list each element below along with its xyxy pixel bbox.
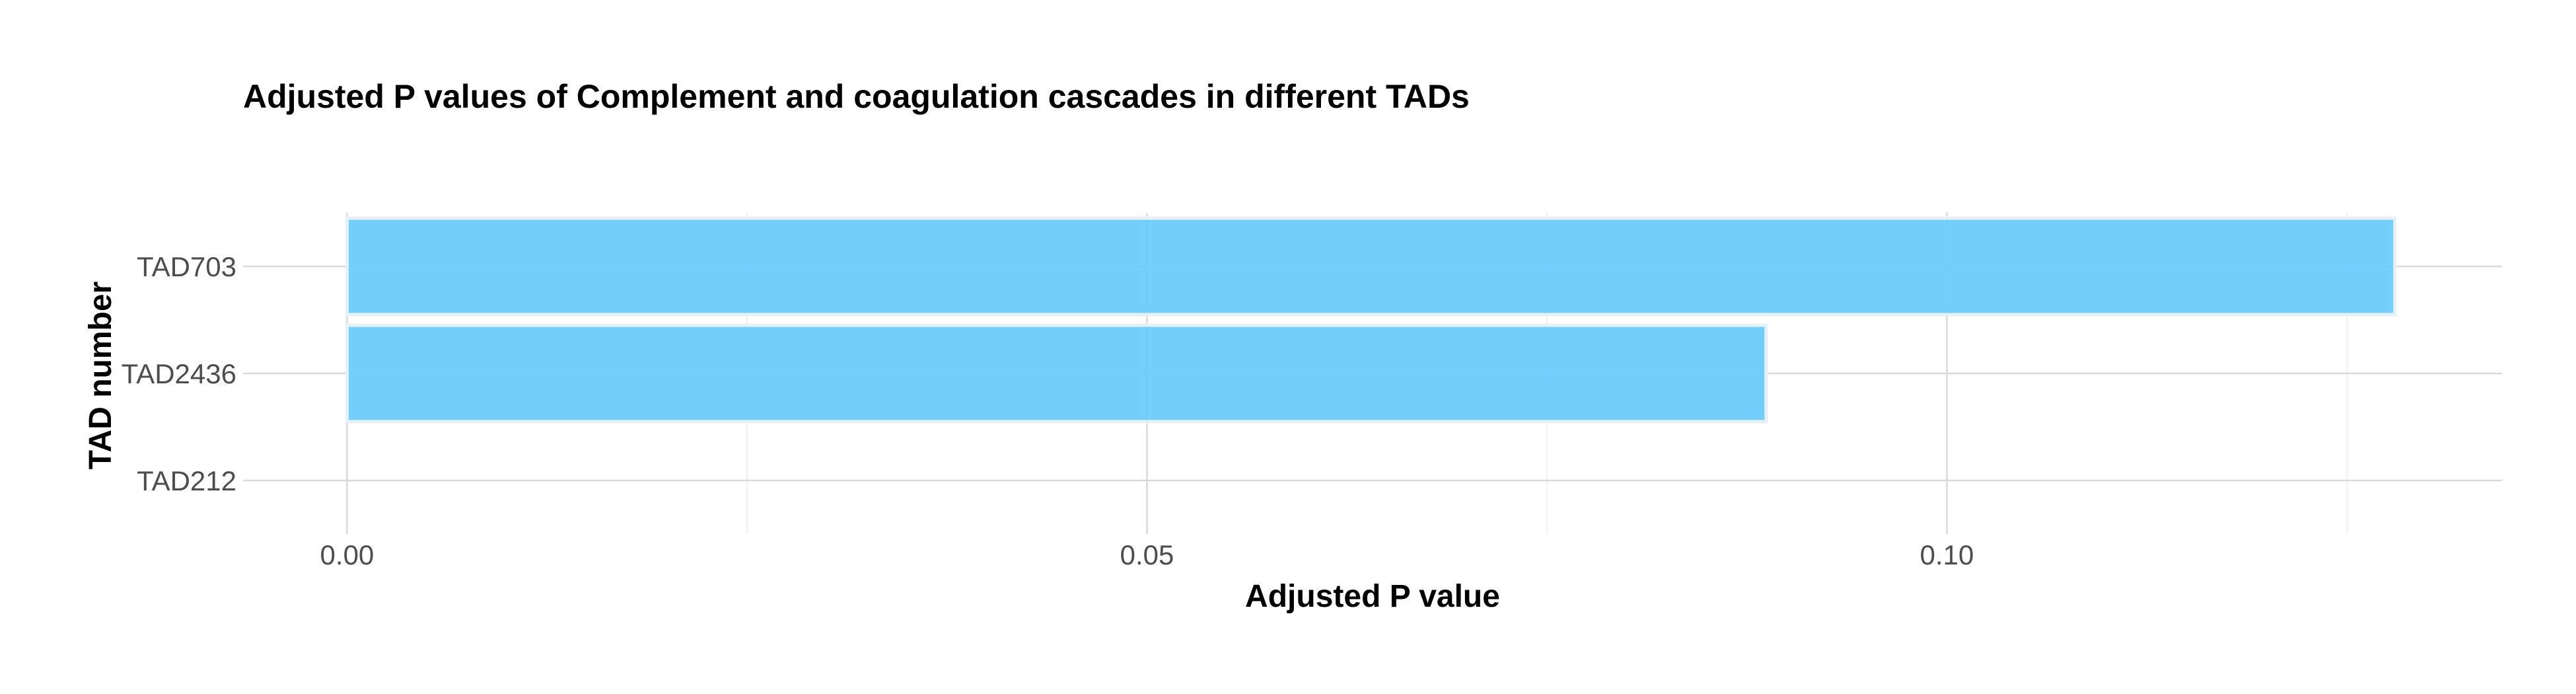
x-axis-title: Adjusted P value	[1245, 579, 1500, 614]
y-tick-label: TAD2436	[122, 358, 236, 389]
y-tick-label: TAD703	[137, 251, 236, 282]
x-tick-label: 0.00	[320, 539, 375, 570]
x-axis-ticks: 0.00 0.05 0.10	[320, 539, 1974, 570]
y-axis-title: TAD number	[83, 282, 118, 469]
x-tick-label: 0.10	[1920, 539, 1974, 570]
bars	[345, 216, 2397, 424]
y-tick-label: TAD212	[137, 465, 236, 496]
bar-tad703	[345, 216, 2397, 317]
bar-tad2436	[345, 323, 1768, 424]
y-axis-ticks: TAD212 TAD2436 TAD703	[122, 251, 236, 496]
chart-title: Adjusted P values of Complement and coag…	[243, 78, 1470, 115]
x-tick-label: 0.05	[1120, 539, 1174, 570]
